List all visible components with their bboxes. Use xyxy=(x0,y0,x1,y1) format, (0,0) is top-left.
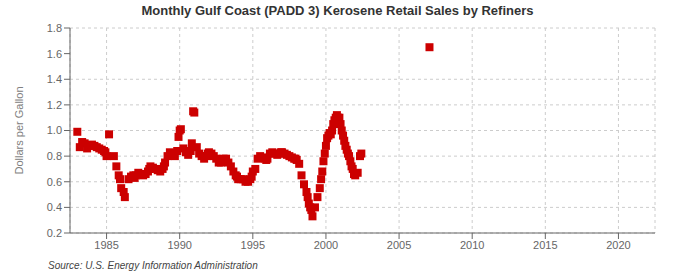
svg-text:1990: 1990 xyxy=(167,239,191,251)
html-text:Monthly Gulf Coast (PADD 3) Ke: Monthly Gulf Coast (PADD 3) Kerosene Ret… xyxy=(141,3,534,18)
svg-text:1985: 1985 xyxy=(94,239,118,251)
svg-text:0.6: 0.6 xyxy=(47,176,62,188)
svg-text:1.0: 1.0 xyxy=(47,124,62,136)
svg-text:1995: 1995 xyxy=(241,239,265,251)
svg-text:Dollars per Gallon: Dollars per Gallon xyxy=(13,86,25,174)
html-text:Source: U.S. Energy Informatio: Source: U.S. Energy Information Administ… xyxy=(48,260,258,271)
svg-text:2010: 2010 xyxy=(460,239,484,251)
svg-text:2000: 2000 xyxy=(314,239,338,251)
svg-text:0.2: 0.2 xyxy=(47,227,62,239)
svg-text:2005: 2005 xyxy=(387,239,411,251)
svg-text:1.2: 1.2 xyxy=(47,99,62,111)
svg-text:1.4: 1.4 xyxy=(47,73,62,85)
svg-text:0.8: 0.8 xyxy=(47,150,62,162)
svg-text:1.6: 1.6 xyxy=(47,48,62,60)
svg-text:2020: 2020 xyxy=(606,239,630,251)
svg-text:1.8: 1.8 xyxy=(47,22,62,34)
svg-text:0.4: 0.4 xyxy=(47,201,62,213)
svg-text:2015: 2015 xyxy=(533,239,557,251)
